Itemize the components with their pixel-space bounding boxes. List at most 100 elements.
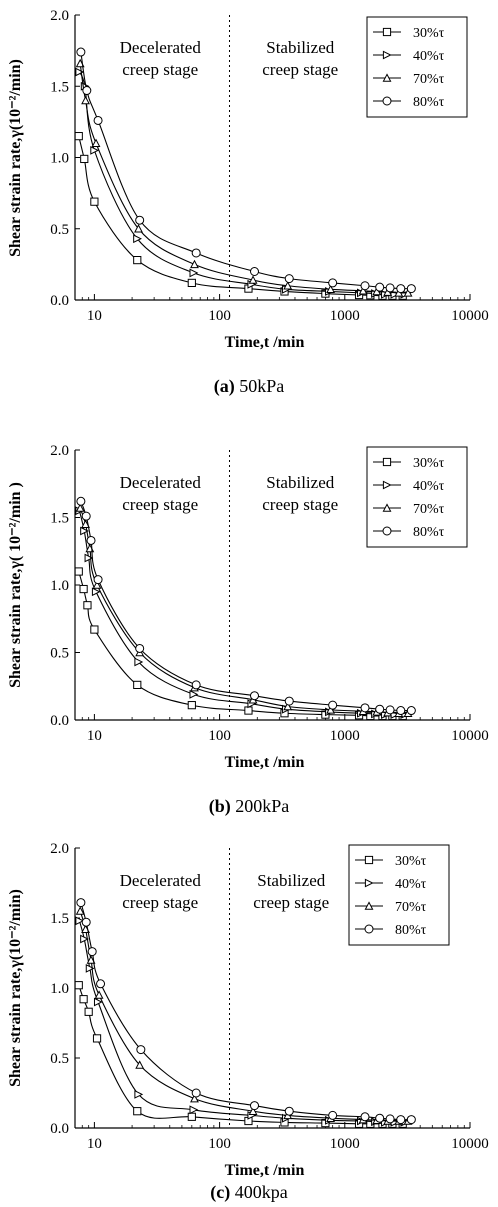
series-3 [76,496,416,716]
data-point [326,705,336,714]
series-2 [75,58,413,297]
x-tick-label: 100 [208,728,231,744]
data-point [283,701,293,711]
y-tick-label: 1.0 [50,578,69,594]
stabilized-stage-label: Stabilized [257,871,325,890]
legend-marker [364,855,374,865]
panel-caption: (a) 50kPa [214,376,285,397]
data-point [283,281,293,290]
data-point [74,132,83,141]
data-point [135,215,145,225]
legend-marker [382,73,392,82]
data-point [80,526,89,536]
data-point [80,934,89,944]
data-point [360,281,370,291]
panel-a: 0.0 0.5 1.0 1.5 2.0 10 100 1000 10000 Decelerated… [7,8,489,397]
data-point [248,1106,258,1115]
panel-b: 0.0 0.5 1.0 1.5 2.0 10 100 1000 10000 Decelerated… [7,443,489,817]
series-line [78,135,403,297]
x-tick-label: 1000 [330,728,360,744]
y-tick-label: 1.0 [50,151,69,167]
legend-label: 70%τ [413,72,445,87]
decelerated-stage-label: Decelerated [120,473,202,492]
x-tick-label: 1000 [330,308,360,324]
data-point [191,680,201,690]
data-point [76,496,86,506]
data-point [92,580,102,589]
data-point [360,703,370,713]
y-tick-label: 2.0 [50,8,69,24]
x-tick-label: 1000 [330,1136,360,1152]
data-point [375,282,385,292]
data-point [358,286,368,295]
legend-label: 70%τ [395,900,427,915]
data-point [133,256,142,265]
data-point [249,1101,259,1111]
legend-label: 40%τ [413,49,445,64]
series-line [79,63,409,294]
data-point [96,979,106,989]
legend-label: 80%τ [413,95,445,110]
data-point [74,981,83,990]
legend-label: 80%τ [413,525,445,540]
data-point [134,1089,144,1099]
y-tick-label: 0.5 [50,222,69,238]
data-point [91,138,101,147]
y-tick-label: 0.5 [50,646,69,662]
legend-label: 70%τ [413,502,445,517]
legend-marker [364,901,374,910]
data-point [190,1093,199,1103]
data-point [90,197,99,206]
stabilized-stage-label: creep stage [262,495,338,514]
decelerated-stage-label: Decelerated [120,871,202,890]
data-point [249,267,259,276]
x-tick-label: 10 [87,728,102,744]
decelerated-stage-label: creep stage [122,893,198,912]
y-tick-label: 1.5 [50,79,69,95]
stabilized-stage-label: creep stage [253,893,329,912]
legend: 30%τ 40%τ 70%τ 80%τ [366,446,468,548]
data-point [91,587,101,597]
series-line [78,71,405,295]
y-axis-label: Shear strain rate,γ(10⁻²/min) [7,889,24,1087]
legend-label: 40%τ [413,479,445,494]
decelerated-stage-label: Decelerated [120,38,202,57]
x-axis-label: Time,t /min [225,754,305,771]
series-line [79,507,409,714]
caption-text: 400kpa [235,1182,288,1202]
series-2 [75,503,413,717]
series-0 [74,132,407,300]
stabilized-stage-label: Stabilized [266,38,334,57]
data-point [375,1113,385,1123]
y-tick-label: 2.0 [50,841,69,857]
data-point [328,1110,338,1120]
data-point [135,1060,145,1069]
x-tick-label: 10 [87,1136,102,1152]
data-point [248,275,258,284]
legend-label: 30%τ [395,854,427,869]
legend: 30%τ 40%τ 70%τ 80%τ [366,16,468,118]
stabilized-stage-label: creep stage [262,60,338,79]
data-point [136,1045,146,1055]
data-point [76,47,86,57]
data-point [93,997,103,1007]
data-point [75,67,85,77]
data-point [396,1115,406,1125]
data-point [284,1106,294,1116]
data-point [84,1007,93,1016]
data-point [133,1107,142,1116]
data-point [92,1034,102,1043]
data-point [360,1112,370,1122]
data-point [94,990,104,999]
data-point [284,274,294,284]
caption-letter: (b) [209,796,231,817]
panel-caption: (b) 200kPa [209,796,290,817]
y-tick-label: 0.0 [50,713,69,729]
data-point [385,283,395,293]
y-tick-label: 0.0 [50,293,69,309]
stabilized-stage-label: Stabilized [266,473,334,492]
data-point [86,955,96,964]
data-point [75,503,85,512]
series-0 [74,981,407,1128]
x-tick-label: 10 [87,308,102,324]
